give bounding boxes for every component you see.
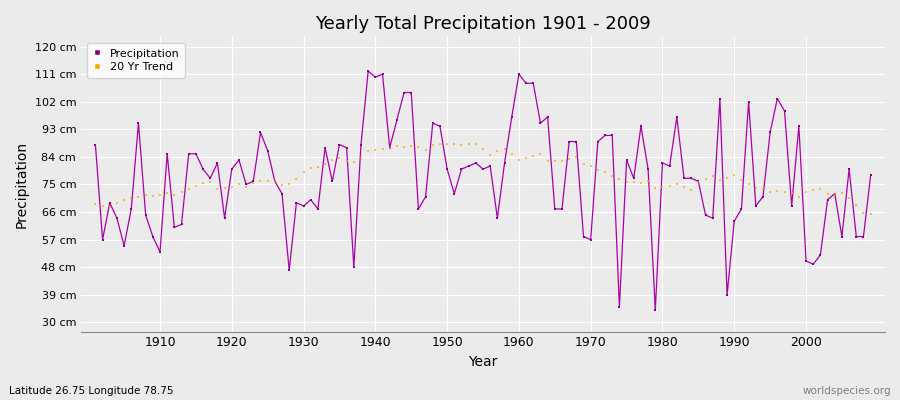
Text: Latitude 26.75 Longitude 78.75: Latitude 26.75 Longitude 78.75 <box>9 386 174 396</box>
Legend: Precipitation, 20 Yr Trend: Precipitation, 20 Yr Trend <box>86 43 185 78</box>
Text: worldspecies.org: worldspecies.org <box>803 386 891 396</box>
Title: Yearly Total Precipitation 1901 - 2009: Yearly Total Precipitation 1901 - 2009 <box>315 15 651 33</box>
X-axis label: Year: Year <box>468 355 498 369</box>
Y-axis label: Precipitation: Precipitation <box>15 141 29 228</box>
